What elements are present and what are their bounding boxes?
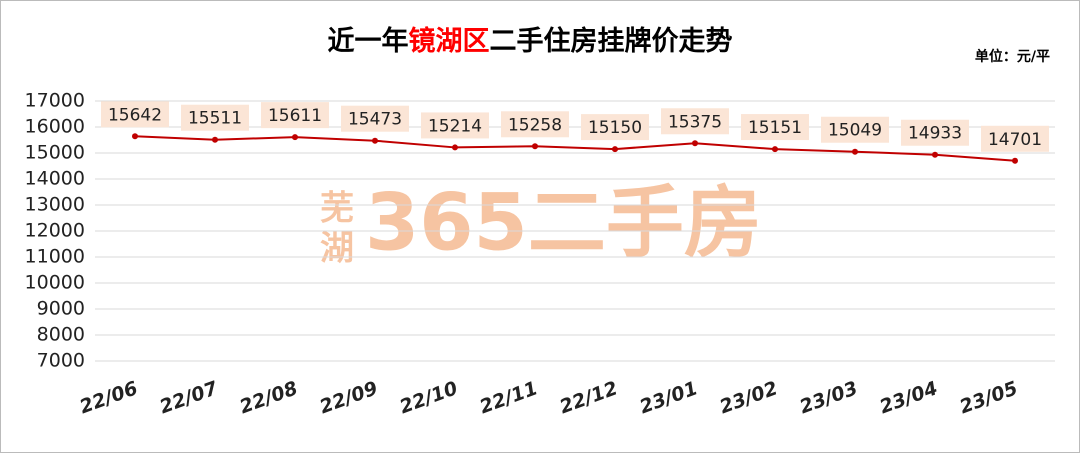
value-label-bg (101, 101, 169, 128)
value-label-bg (501, 111, 569, 138)
title-part: 镜湖区 (409, 26, 490, 57)
point (692, 140, 698, 147)
point (1012, 157, 1018, 164)
y-tick-label: 9000 (37, 298, 85, 320)
point (372, 137, 378, 144)
point (772, 146, 778, 153)
line (134, 135, 1016, 162)
value-label-bg (741, 114, 809, 141)
value-label: 15214 (428, 116, 482, 136)
value-label-bg (581, 114, 649, 141)
value-label-bg (181, 104, 249, 131)
value-label: 14701 (988, 130, 1042, 150)
value-label-bg (661, 108, 729, 135)
y-tick-label: 13000 (25, 194, 85, 216)
unit-label: 单位：元/平 (975, 48, 1050, 65)
value-label: 15611 (268, 106, 322, 126)
y-tick-label: 10000 (25, 272, 85, 294)
watermark-text: 365二手房 (365, 178, 762, 268)
y-tick-label: 7000 (37, 350, 85, 372)
value-label: 15258 (508, 115, 562, 135)
value-label: 15151 (748, 118, 802, 138)
chart-title: 近一年镜湖区二手住房挂牌价走势 (328, 25, 733, 57)
value-label-bg (981, 125, 1049, 152)
value-label-bg (901, 119, 969, 146)
value-label-bg (261, 102, 329, 129)
value-label-bg (821, 116, 889, 143)
point (452, 144, 458, 151)
y-tick-label: 12000 (25, 220, 85, 242)
value-label: 15642 (108, 105, 162, 125)
watermark-text: 湖 (320, 229, 354, 269)
value-label: 15375 (668, 112, 722, 132)
value-label: 15049 (828, 121, 882, 141)
y-tick-label: 15000 (25, 142, 85, 164)
y-tick-label: 11000 (25, 246, 85, 268)
y-tick-label: 17000 (25, 90, 85, 112)
title-part: 二手住房挂牌价走势 (490, 25, 733, 57)
value-label: 15473 (348, 110, 402, 130)
point (292, 134, 298, 141)
point (852, 148, 858, 155)
value-label: 15511 (188, 109, 242, 129)
value-label-bg (421, 112, 489, 139)
y-tick-label: 14000 (25, 168, 85, 190)
point (612, 146, 618, 153)
watermark: 芜湖 365二手房 (320, 178, 762, 268)
value-label-bg (341, 105, 409, 132)
point (532, 143, 538, 150)
watermark-text: 芜 (320, 189, 354, 229)
title-part: 近一年 (328, 25, 409, 57)
y-tick-label: 8000 (37, 324, 85, 346)
point (212, 136, 218, 143)
point (932, 151, 938, 158)
point (132, 133, 138, 140)
y-tick-label: 16000 (25, 116, 85, 138)
value-label: 15150 (588, 118, 642, 138)
value-label: 14933 (908, 124, 962, 144)
